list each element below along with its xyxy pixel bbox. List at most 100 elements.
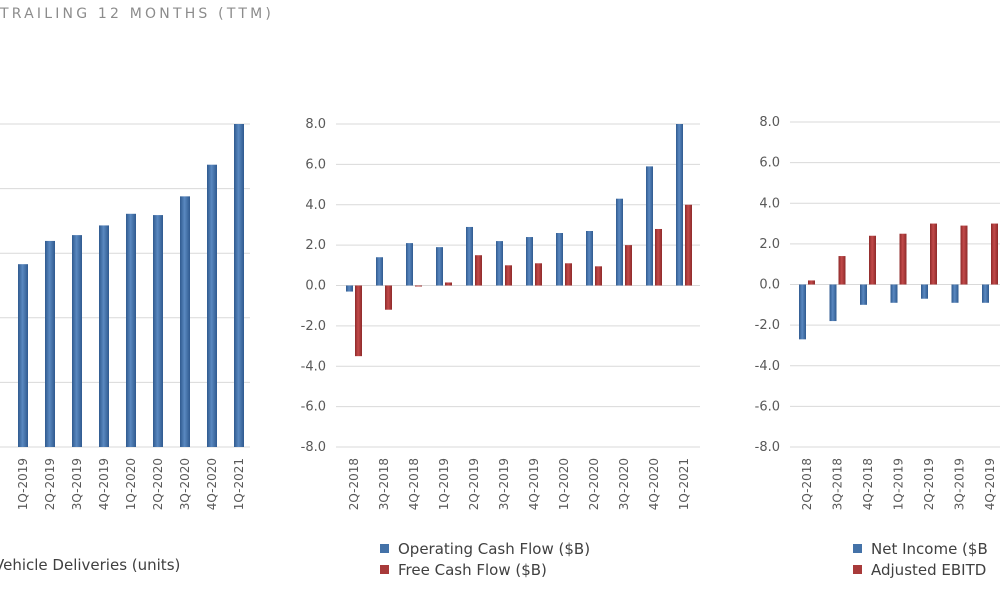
cash-flow-chart: -8.0 -6.0 -4.0 -2.0 0.0 2.0 4.0 6.0 8.0 2Q-2018 3Q…	[301, 117, 700, 579]
category-label: 1Q-2020	[124, 458, 138, 510]
bar	[565, 263, 572, 286]
bar	[616, 198, 623, 286]
bar	[18, 264, 28, 447]
bar	[180, 196, 190, 447]
bar	[799, 284, 806, 340]
category-label: 1Q-2021	[677, 458, 691, 510]
legend-swatch	[853, 544, 862, 553]
bar	[153, 215, 163, 447]
bar	[72, 235, 82, 447]
bar	[406, 243, 413, 286]
category-label: 1Q-2019	[892, 458, 906, 510]
y-tick-label: 8.0	[305, 117, 326, 132]
y-tick-label: -4.0	[755, 359, 780, 374]
category-label: 3Q-2019	[70, 458, 84, 510]
y-tick-label: -2.0	[301, 319, 326, 334]
bar	[556, 233, 563, 286]
category-label: 4Q-2019	[983, 458, 997, 510]
bar	[899, 233, 907, 285]
bar	[535, 263, 542, 286]
category-label: 4Q-2020	[205, 458, 219, 510]
category-label: 3Q-2020	[178, 458, 192, 510]
category-label: 2Q-2020	[151, 458, 165, 510]
bar	[655, 228, 662, 286]
bar	[625, 245, 632, 286]
legend-label: Adjusted EBITD	[871, 561, 986, 579]
category-label: 2Q-2019	[467, 458, 481, 510]
category-label: 3Q-2019	[497, 458, 511, 510]
bar	[930, 223, 937, 285]
bar	[982, 284, 989, 303]
bar	[526, 237, 533, 286]
category-label: 2Q-2018	[800, 458, 814, 510]
bar	[445, 282, 452, 286]
bar	[646, 166, 653, 286]
bar	[466, 226, 473, 286]
category-label: 2Q-2018	[347, 458, 361, 510]
bar	[45, 240, 55, 447]
y-tick-label: -6.0	[301, 400, 326, 415]
bar	[99, 225, 109, 447]
category-label: 1Q-2019	[16, 458, 30, 510]
y-tick-label: -8.0	[755, 440, 780, 455]
y-tick-label: -6.0	[755, 399, 780, 414]
legend-label: Net Income ($B	[871, 540, 988, 558]
bar	[355, 285, 362, 357]
bar	[676, 124, 683, 286]
bar	[475, 255, 482, 286]
legend-label: Vehicle Deliveries (units)	[0, 556, 180, 574]
y-tick-label: 0.0	[759, 278, 780, 293]
legend-swatch	[380, 544, 389, 553]
bar	[234, 124, 244, 447]
category-label: 4Q-2019	[527, 458, 541, 510]
y-tick-label: 6.0	[305, 157, 326, 172]
bar	[890, 284, 898, 303]
bar	[505, 265, 512, 286]
bar	[991, 223, 998, 285]
y-tick-label: 6.0	[759, 156, 780, 171]
y-tick-label: 2.0	[759, 237, 780, 252]
y-tick-label: -4.0	[301, 359, 326, 374]
legend-label: Operating Cash Flow ($B)	[398, 540, 590, 558]
category-label: 4Q-2018	[861, 458, 875, 510]
net-income-chart: -8.0 -6.0 -4.0 -2.0 0.0 2.0 4.0 6.0 8.0 2Q-2018 3Q…	[755, 115, 1000, 579]
bar	[960, 225, 968, 285]
legend-swatch	[853, 565, 862, 574]
bar	[207, 164, 217, 447]
bar	[496, 241, 503, 286]
category-label: 1Q-2021	[232, 458, 246, 510]
bar	[838, 256, 846, 285]
category-label: 4Q-2019	[97, 458, 111, 510]
category-label: 2Q-2020	[587, 458, 601, 510]
y-tick-label: 0.0	[305, 279, 326, 294]
bar	[869, 235, 876, 285]
category-label: 3Q-2018	[377, 458, 391, 510]
legend-label: Free Cash Flow ($B)	[398, 561, 547, 579]
category-label: 2Q-2019	[922, 458, 936, 510]
bar	[595, 266, 602, 286]
bar	[436, 247, 443, 286]
vehicle-deliveries-chart: 1Q-2019 2Q-2019 3Q-2019 4Q-2019 1Q-2020 2Q-20…	[0, 123, 250, 574]
y-tick-label: 2.0	[305, 238, 326, 253]
category-label: 4Q-2018	[407, 458, 421, 510]
bar	[860, 284, 867, 305]
header-title: TRAILING 12 MONTHS (TTM)	[0, 6, 275, 22]
category-label: 3Q-2018	[831, 458, 845, 510]
bar	[808, 280, 815, 285]
category-label: 4Q-2020	[647, 458, 661, 510]
bar	[586, 230, 593, 286]
y-tick-label: 4.0	[759, 196, 780, 211]
y-tick-label: 8.0	[759, 115, 780, 130]
bar	[376, 257, 383, 286]
category-label: 3Q-2020	[617, 458, 631, 510]
bar	[685, 204, 692, 286]
bar	[126, 213, 136, 447]
category-label: 1Q-2019	[437, 458, 451, 510]
category-label: 2Q-2019	[43, 458, 57, 510]
bar	[385, 285, 392, 310]
bar	[951, 284, 959, 303]
bar	[346, 285, 353, 292]
legend-swatch	[380, 565, 389, 574]
bar	[415, 285, 422, 287]
